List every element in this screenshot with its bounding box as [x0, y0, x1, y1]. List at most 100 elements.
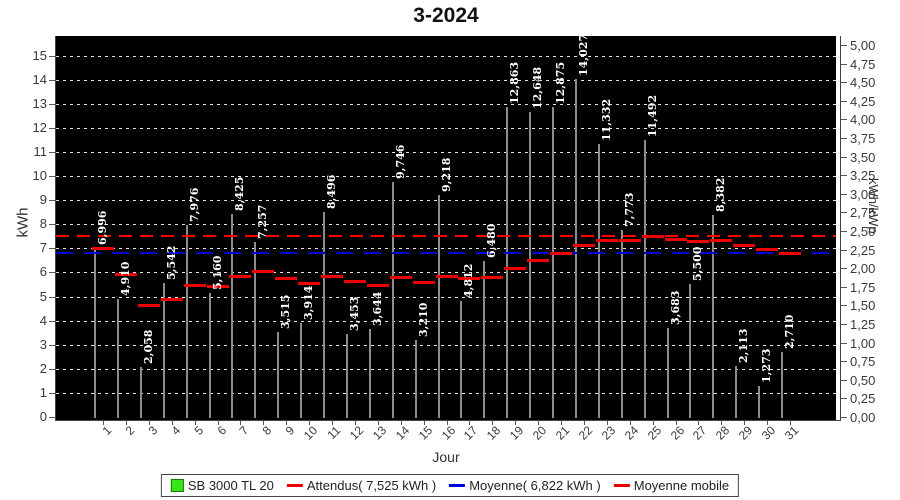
- moyenne-mobile-segment: [114, 272, 137, 276]
- x-axis-tick: [423, 420, 425, 425]
- y-axis-tick-label-right: 4,25: [850, 93, 876, 109]
- x-axis-tick: [309, 420, 311, 425]
- moyenne-mobile-segment: [710, 239, 733, 243]
- y-axis-tick-label: 0: [39, 409, 47, 424]
- y-axis-tick-right: [841, 156, 847, 158]
- bar-day-22: [574, 78, 577, 418]
- y-axis-tick-label: 9: [39, 192, 47, 208]
- gridline: [56, 103, 836, 105]
- y-axis-tick-label: 7: [39, 240, 47, 256]
- bar-value-label: 3,683: [668, 290, 682, 326]
- y-axis-tick-right: [841, 324, 847, 325]
- series-swatch-icon: [170, 479, 184, 492]
- x-axis-tick: [561, 420, 562, 425]
- legend-item-attendus: Attendus( 7,525 kWh ): [286, 478, 437, 493]
- y-axis-tick-label: 8: [39, 216, 47, 232]
- bar-day-2: [116, 298, 119, 418]
- y-axis-tick-right: [841, 379, 847, 381]
- y-axis-tick-label-right: 1,25: [850, 317, 876, 332]
- y-axis-tick-right: [841, 212, 847, 214]
- x-axis-tick: [767, 420, 769, 425]
- x-axis-tick: [332, 420, 333, 425]
- bar-day-11: [323, 212, 325, 418]
- gridline: [56, 55, 836, 57]
- moyenne-mobile-segment: [779, 251, 801, 255]
- gridline: [56, 272, 836, 274]
- x-axis-tick: [538, 420, 540, 425]
- gridline: [56, 344, 836, 346]
- bar-value-label: 7,773: [622, 192, 636, 227]
- legend-attendus-label: Attendus( 7,525 kWh ): [306, 478, 437, 493]
- bar-value-label: 12,863: [508, 61, 522, 104]
- gridline: [56, 127, 836, 129]
- bar-value-label: 5,160: [210, 255, 224, 290]
- bar-value-label: 5,500: [691, 246, 705, 282]
- x-axis-tick: [240, 420, 242, 425]
- bar-value-label: 12,875: [554, 61, 567, 104]
- bar-day-31: [781, 351, 783, 418]
- y-axis-tick: [49, 368, 55, 370]
- y-axis-tick: [49, 55, 55, 57]
- x-axis-tick: [698, 420, 700, 425]
- gridline: [56, 176, 836, 177]
- y-axis-tick-right: [841, 398, 847, 400]
- x-axis-tick: [377, 420, 379, 425]
- y-axis-tick-right: [841, 305, 847, 307]
- y-axis-tick-right: [841, 193, 847, 195]
- bar-value-label: 14,027: [576, 33, 590, 76]
- y-axis-line-right: [840, 36, 841, 421]
- x-axis-label: Jour: [432, 449, 460, 465]
- y-axis-tick: [49, 417, 55, 418]
- x-axis-tick: [400, 420, 402, 425]
- moyenne-mobile-segment: [664, 238, 687, 242]
- gridline: [56, 200, 836, 202]
- moyenne-mobile-line-icon: [613, 484, 630, 487]
- moyenne-mobile-segment: [389, 276, 412, 280]
- bar-day-3: [139, 367, 142, 418]
- bar-value-label: 11,492: [645, 94, 659, 138]
- moyenne-mobile-segment: [343, 280, 366, 284]
- y-axis-tick-right: [841, 249, 847, 251]
- y-axis-tick-right: [841, 45, 847, 46]
- y-axis-tick-right: [841, 63, 847, 65]
- y-axis-tick-label: 15: [32, 47, 47, 63]
- moyenne-mobile-segment: [92, 247, 114, 251]
- x-axis-tick: [629, 420, 631, 425]
- x-axis-tick: [354, 420, 356, 425]
- y-axis-tick-label-right: 2,75: [850, 205, 876, 221]
- y-axis-tick: [49, 79, 55, 81]
- y-axis-tick: [49, 224, 55, 226]
- gridline: [56, 392, 836, 394]
- y-axis-tick-right: [841, 100, 847, 102]
- y-axis-tick: [49, 296, 55, 298]
- moyenne-mobile-segment: [412, 280, 435, 284]
- y-axis-tick-right: [841, 361, 847, 363]
- bar-day-10: [300, 322, 303, 418]
- moyenne-mobile-segment: [252, 270, 275, 274]
- bar-day-8: [254, 242, 257, 418]
- bar-value-label: 2,710: [783, 314, 796, 349]
- moyenne-mobile-segment: [137, 303, 160, 307]
- moyenne-mobile-segment: [504, 266, 527, 270]
- y-axis-tick-label-right: 2,50: [850, 224, 876, 239]
- bar-value-label: 4,812: [462, 263, 476, 299]
- x-axis-tick: [790, 420, 791, 425]
- y-axis-tick-label: 10: [32, 168, 47, 183]
- x-axis-tick: [744, 420, 746, 425]
- y-axis-label-left: kWh: [14, 207, 32, 238]
- moyenne-mobile-segment: [641, 234, 664, 238]
- bar-day-16: [437, 194, 440, 418]
- gridline: [56, 79, 836, 81]
- y-axis-tick-right: [841, 175, 847, 177]
- bar-day-30: [758, 386, 761, 418]
- x-axis-line: [55, 420, 841, 421]
- moyenne-mobile-segment: [687, 240, 710, 244]
- legend-moyenne-label: Moyenne( 6,822 kWh ): [469, 478, 601, 493]
- bar-value-label: 11,332: [599, 98, 613, 141]
- y-axis-tick-label-right: 2,25: [850, 242, 876, 258]
- x-axis-tick: [217, 420, 219, 425]
- moyenne-mobile-segment: [229, 274, 252, 278]
- y-axis-tick-label-right: 3,00: [850, 186, 876, 202]
- chart-title: 3-2024: [413, 4, 479, 27]
- attendus-line: [56, 234, 836, 237]
